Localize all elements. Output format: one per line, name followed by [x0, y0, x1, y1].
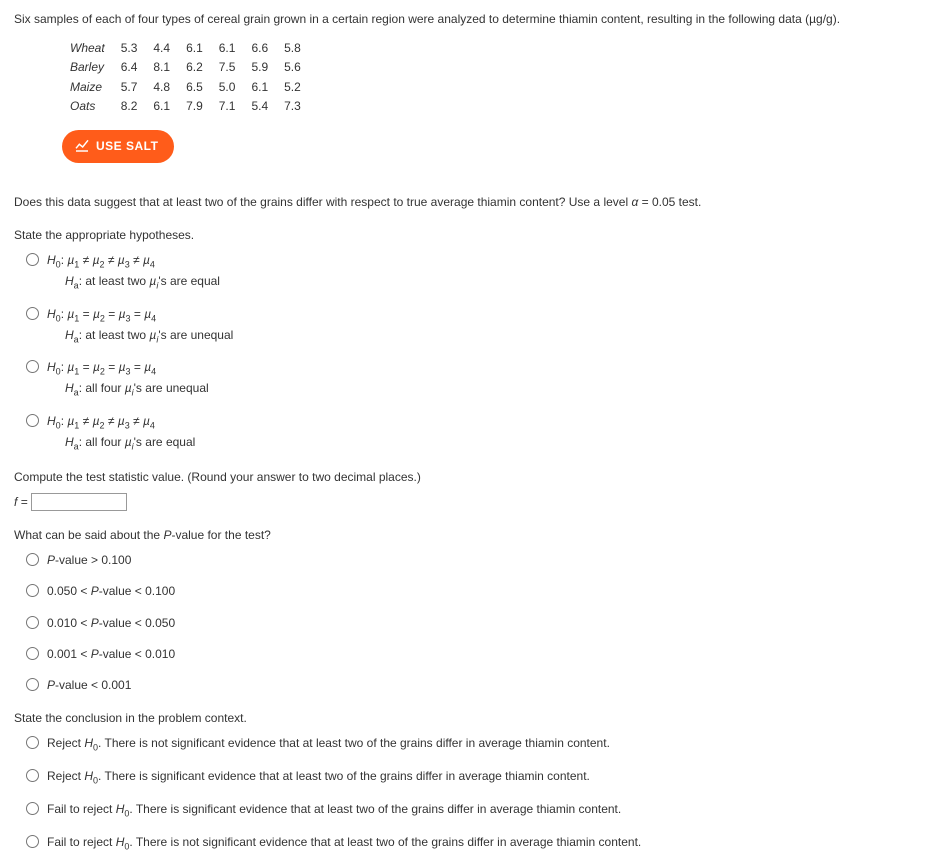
data-cell: 5.6 — [276, 58, 309, 77]
hypothesis-radio[interactable] — [26, 307, 39, 320]
data-cell: 6.2 — [178, 58, 211, 77]
pvalue-option: 0.001 < P-value < 0.010 — [26, 645, 934, 664]
row-label: Maize — [62, 78, 113, 97]
conclusion-radio[interactable] — [26, 835, 39, 848]
conclusion-option: Fail to reject H0. There is significant … — [26, 800, 934, 821]
hypotheses-header: State the appropriate hypotheses. — [14, 226, 934, 245]
table-row: Barley6.48.16.27.55.95.6 — [62, 58, 309, 77]
data-cell: 7.9 — [178, 97, 211, 116]
hypothesis-text: H0: µ1 ≠ µ2 ≠ µ3 ≠ µ4Ha: all four µi's a… — [47, 412, 195, 454]
conclusion-option: Reject H0. There is significant evidence… — [26, 767, 934, 788]
f-input[interactable] — [31, 493, 127, 511]
pvalue-radio[interactable] — [26, 647, 39, 660]
data-cell: 6.5 — [178, 78, 211, 97]
data-cell: 4.8 — [145, 78, 178, 97]
pvalue-option: P-value < 0.001 — [26, 676, 934, 695]
data-cell: 6.1 — [243, 78, 276, 97]
use-salt-button[interactable]: USE SALT — [62, 130, 174, 163]
hypothesis-radio[interactable] — [26, 414, 39, 427]
pvalue-header: What can be said about the P-value for t… — [14, 526, 934, 545]
data-cell: 5.7 — [113, 78, 146, 97]
data-cell: 5.2 — [276, 78, 309, 97]
question-text: Does this data suggest that at least two… — [14, 193, 934, 212]
salt-icon — [74, 137, 90, 156]
f-label: f = — [14, 495, 28, 509]
table-row: Maize5.74.86.55.06.15.2 — [62, 78, 309, 97]
hypothesis-text: H0: µ1 = µ2 = µ3 = µ4Ha: at least two µi… — [47, 305, 233, 347]
data-cell: 7.3 — [276, 97, 309, 116]
pvalue-option: P-value > 0.100 — [26, 551, 934, 570]
data-cell: 7.1 — [211, 97, 244, 116]
row-label: Barley — [62, 58, 113, 77]
conclusion-text: Reject H0. There is not significant evid… — [47, 734, 610, 755]
hypothesis-option: H0: µ1 ≠ µ2 ≠ µ3 ≠ µ4Ha: all four µi's a… — [26, 412, 934, 454]
conclusion-text: Fail to reject H0. There is significant … — [47, 800, 621, 821]
pvalue-text: P-value < 0.001 — [47, 676, 131, 695]
salt-label: USE SALT — [96, 139, 158, 153]
conclusion-options: Reject H0. There is not significant evid… — [26, 734, 934, 853]
pvalue-text: 0.050 < P-value < 0.100 — [47, 582, 175, 601]
hypothesis-radio[interactable] — [26, 360, 39, 373]
data-cell: 6.1 — [145, 97, 178, 116]
pvalue-options: P-value > 0.100 0.050 < P-value < 0.100 0.… — [26, 551, 934, 695]
data-cell: 5.9 — [243, 58, 276, 77]
hypothesis-option: H0: µ1 ≠ µ2 ≠ µ3 ≠ µ4Ha: at least two µi… — [26, 251, 934, 293]
data-cell: 4.4 — [145, 39, 178, 58]
pvalue-radio[interactable] — [26, 584, 39, 597]
data-cell: 7.5 — [211, 58, 244, 77]
conclusion-text: Reject H0. There is significant evidence… — [47, 767, 590, 788]
hypothesis-option: H0: µ1 = µ2 = µ3 = µ4Ha: all four µi's a… — [26, 358, 934, 400]
conclusion-radio[interactable] — [26, 802, 39, 815]
pvalue-option: 0.050 < P-value < 0.100 — [26, 582, 934, 601]
pvalue-radio[interactable] — [26, 678, 39, 691]
data-cell: 6.4 — [113, 58, 146, 77]
conclusion-radio[interactable] — [26, 736, 39, 749]
intro-text: Six samples of each of four types of cer… — [14, 10, 934, 29]
row-label: Wheat — [62, 39, 113, 58]
data-cell: 6.6 — [243, 39, 276, 58]
pvalue-radio[interactable] — [26, 553, 39, 566]
data-cell: 6.1 — [178, 39, 211, 58]
hypothesis-text: H0: µ1 = µ2 = µ3 = µ4Ha: all four µi's a… — [47, 358, 209, 400]
hypotheses-options: H0: µ1 ≠ µ2 ≠ µ3 ≠ µ4Ha: at least two µi… — [26, 251, 934, 453]
compute-text: Compute the test statistic value. (Round… — [14, 468, 934, 487]
conclusion-header: State the conclusion in the problem cont… — [14, 709, 934, 728]
pvalue-text: 0.010 < P-value < 0.050 — [47, 614, 175, 633]
table-row: Wheat5.34.46.16.16.65.8 — [62, 39, 309, 58]
data-cell: 5.8 — [276, 39, 309, 58]
conclusion-text: Fail to reject H0. There is not signific… — [47, 833, 641, 854]
hypothesis-option: H0: µ1 = µ2 = µ3 = µ4Ha: at least two µi… — [26, 305, 934, 347]
data-cell: 5.0 — [211, 78, 244, 97]
table-row: Oats8.26.17.97.15.47.3 — [62, 97, 309, 116]
hypothesis-radio[interactable] — [26, 253, 39, 266]
data-cell: 5.4 — [243, 97, 276, 116]
pvalue-radio[interactable] — [26, 616, 39, 629]
pvalue-text: P-value > 0.100 — [47, 551, 131, 570]
conclusion-radio[interactable] — [26, 769, 39, 782]
hypothesis-text: H0: µ1 ≠ µ2 ≠ µ3 ≠ µ4Ha: at least two µi… — [47, 251, 220, 293]
pvalue-option: 0.010 < P-value < 0.050 — [26, 614, 934, 633]
grain-data-table: Wheat5.34.46.16.16.65.8Barley6.48.16.27.… — [62, 39, 309, 116]
row-label: Oats — [62, 97, 113, 116]
conclusion-option: Fail to reject H0. There is not signific… — [26, 833, 934, 854]
data-cell: 8.2 — [113, 97, 146, 116]
data-cell: 5.3 — [113, 39, 146, 58]
data-cell: 8.1 — [145, 58, 178, 77]
pvalue-text: 0.001 < P-value < 0.010 — [47, 645, 175, 664]
f-row: f = — [14, 493, 934, 512]
data-cell: 6.1 — [211, 39, 244, 58]
conclusion-option: Reject H0. There is not significant evid… — [26, 734, 934, 755]
